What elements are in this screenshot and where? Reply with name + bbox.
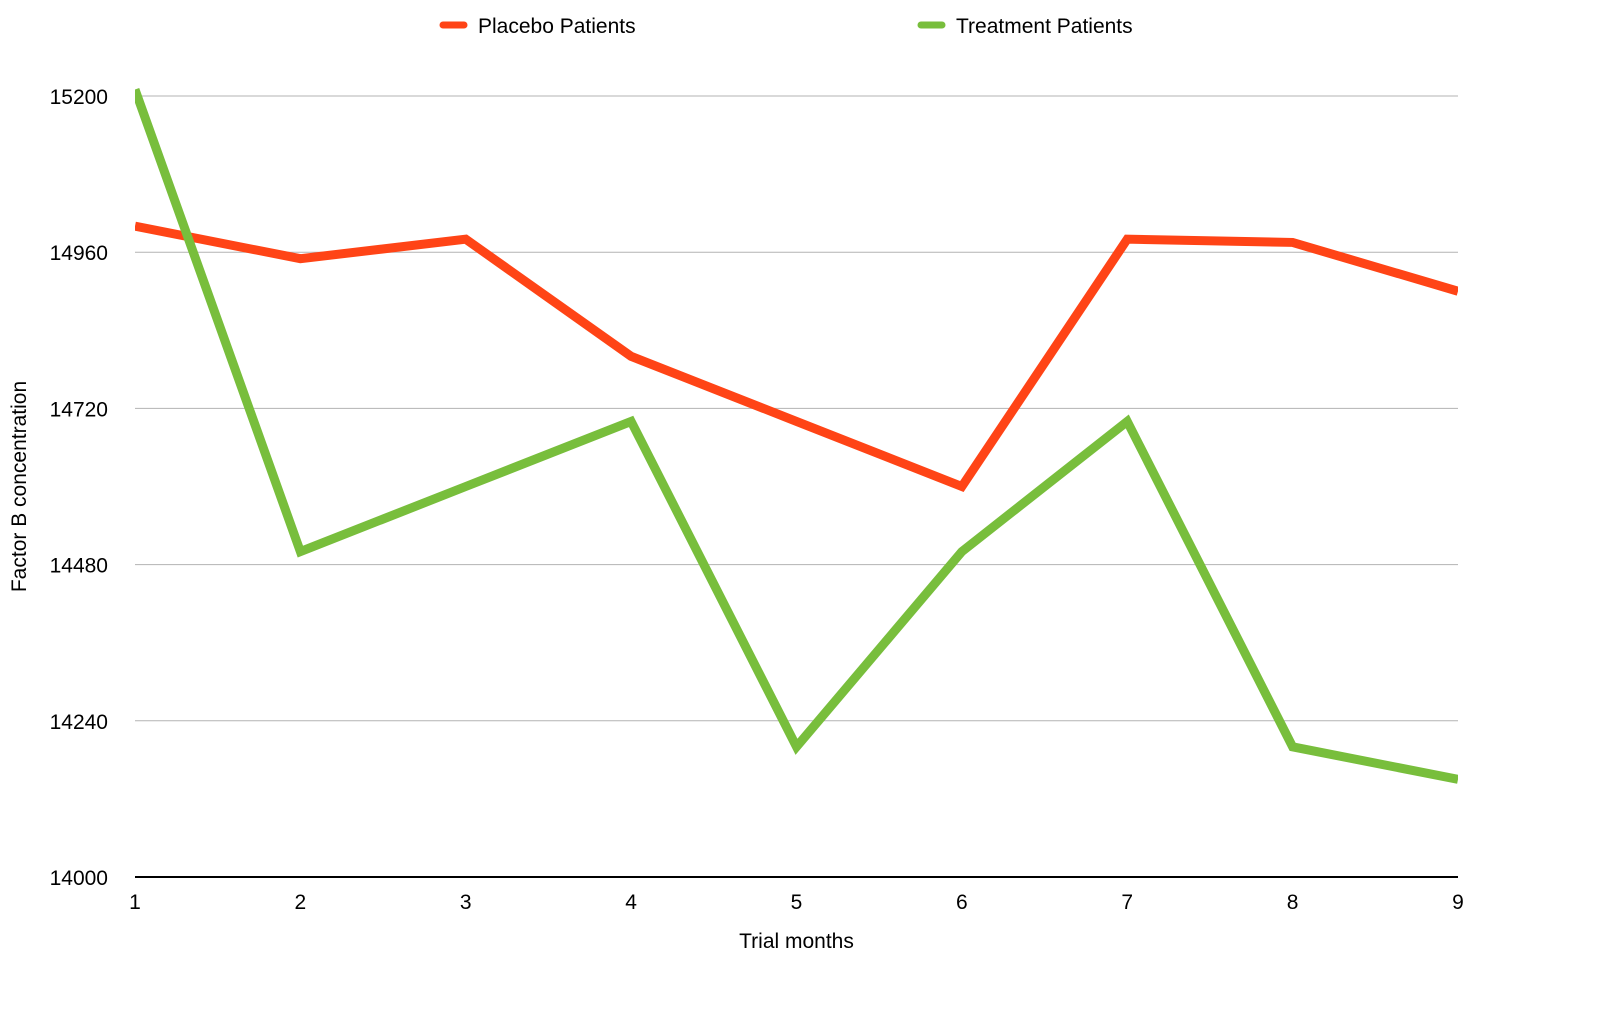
y-tick-label: 15200 [50,86,108,109]
y-tick-label: 14480 [50,555,108,578]
x-tick-label: 6 [956,891,968,914]
y-tick-label: 14960 [50,242,108,265]
y-axis-title: Factor B concentration [8,381,31,592]
series-line-treatment [135,87,1458,784]
legend-label: Placebo Patients [478,15,636,38]
y-tick-label: 14000 [50,867,108,890]
x-tick-label: 8 [1287,891,1299,914]
x-tick-label: 4 [625,891,637,914]
x-tick-label: 7 [1121,891,1133,914]
x-tick-label: 1 [129,891,141,914]
x-axis-title: Trial months [739,930,854,953]
y-tick-label: 14240 [50,711,108,734]
legend-label: Treatment Patients [956,15,1133,38]
y-axis-ticks: 14000 14240 14480 14720 14960 15200 [50,86,108,890]
series-line-placebo [135,221,1458,493]
x-tick-label: 9 [1452,891,1464,914]
legend: Placebo Patients Treatment Patients [439,15,1133,38]
series-lines [135,87,1458,784]
gridlines [135,95,1458,878]
x-tick-label: 3 [460,891,472,914]
x-tick-label: 2 [295,891,307,914]
x-axis-ticks: 1 2 3 4 5 6 7 8 9 [129,891,1464,914]
x-tick-label: 5 [791,891,803,914]
y-tick-label: 14720 [50,398,108,421]
